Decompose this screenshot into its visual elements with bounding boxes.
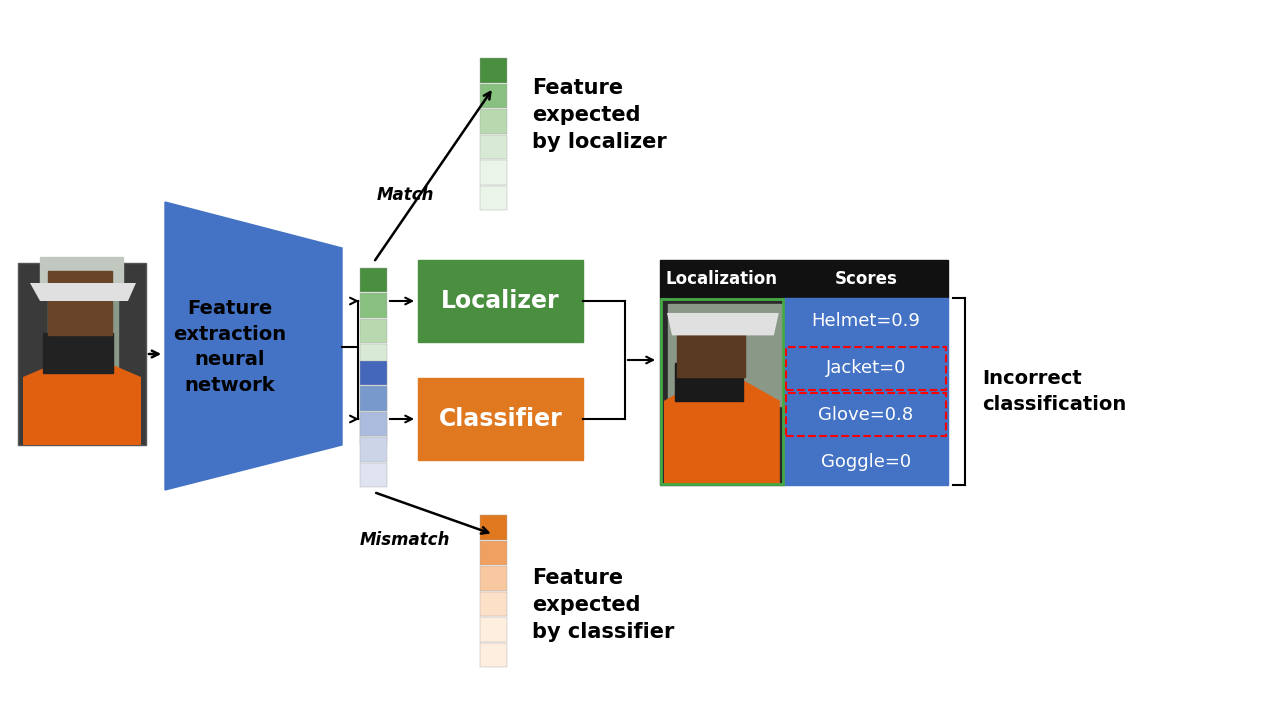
Text: Glove=0.8: Glove=0.8: [818, 406, 914, 424]
Bar: [360, 268, 387, 292]
Text: Feature
extraction
neural
network: Feature extraction neural network: [173, 299, 287, 395]
Text: Mismatch: Mismatch: [360, 531, 451, 549]
Text: Incorrect
classification: Incorrect classification: [982, 369, 1126, 414]
Polygon shape: [165, 202, 342, 490]
Text: Scores: Scores: [835, 270, 897, 288]
Bar: [668, 304, 782, 407]
Polygon shape: [29, 283, 136, 301]
Bar: [480, 84, 507, 108]
Bar: [480, 186, 507, 210]
Bar: [480, 541, 507, 565]
Bar: [480, 515, 507, 539]
Text: Jacket=0: Jacket=0: [826, 359, 906, 377]
Text: Localizer: Localizer: [442, 289, 559, 313]
Polygon shape: [23, 360, 141, 445]
Bar: [360, 344, 387, 369]
Bar: [786, 347, 946, 390]
Bar: [40, 256, 123, 293]
Text: Feature
expected
by classifier: Feature expected by classifier: [532, 568, 675, 642]
Bar: [360, 293, 387, 318]
Text: Classifier: Classifier: [439, 407, 562, 431]
Bar: [360, 395, 387, 420]
Bar: [419, 378, 582, 460]
Bar: [480, 135, 507, 159]
Bar: [18, 263, 146, 445]
Text: Feature
expected
by localizer: Feature expected by localizer: [532, 78, 667, 152]
Bar: [660, 298, 783, 485]
Bar: [360, 412, 387, 436]
Bar: [675, 364, 744, 401]
Bar: [360, 361, 387, 385]
Bar: [49, 261, 119, 415]
Bar: [480, 566, 507, 590]
Text: Localization: Localization: [666, 270, 778, 288]
Bar: [360, 386, 387, 410]
Bar: [480, 109, 507, 133]
Bar: [360, 318, 387, 343]
Bar: [360, 437, 387, 462]
Bar: [419, 260, 582, 342]
Bar: [480, 160, 507, 184]
Bar: [786, 394, 946, 436]
Bar: [44, 333, 114, 373]
Text: Helmet=0.9: Helmet=0.9: [812, 312, 920, 330]
Text: Goggle=0: Goggle=0: [820, 453, 911, 471]
Bar: [360, 369, 387, 394]
Text: Match: Match: [376, 186, 434, 204]
Polygon shape: [664, 377, 780, 485]
Bar: [360, 462, 387, 487]
Bar: [480, 592, 507, 616]
Bar: [480, 642, 507, 667]
Bar: [660, 299, 783, 484]
Bar: [783, 298, 948, 485]
Bar: [677, 330, 745, 377]
Bar: [480, 617, 507, 642]
Bar: [360, 420, 387, 445]
Bar: [49, 271, 113, 335]
Polygon shape: [667, 313, 778, 336]
Bar: [660, 260, 948, 298]
Bar: [480, 58, 507, 83]
